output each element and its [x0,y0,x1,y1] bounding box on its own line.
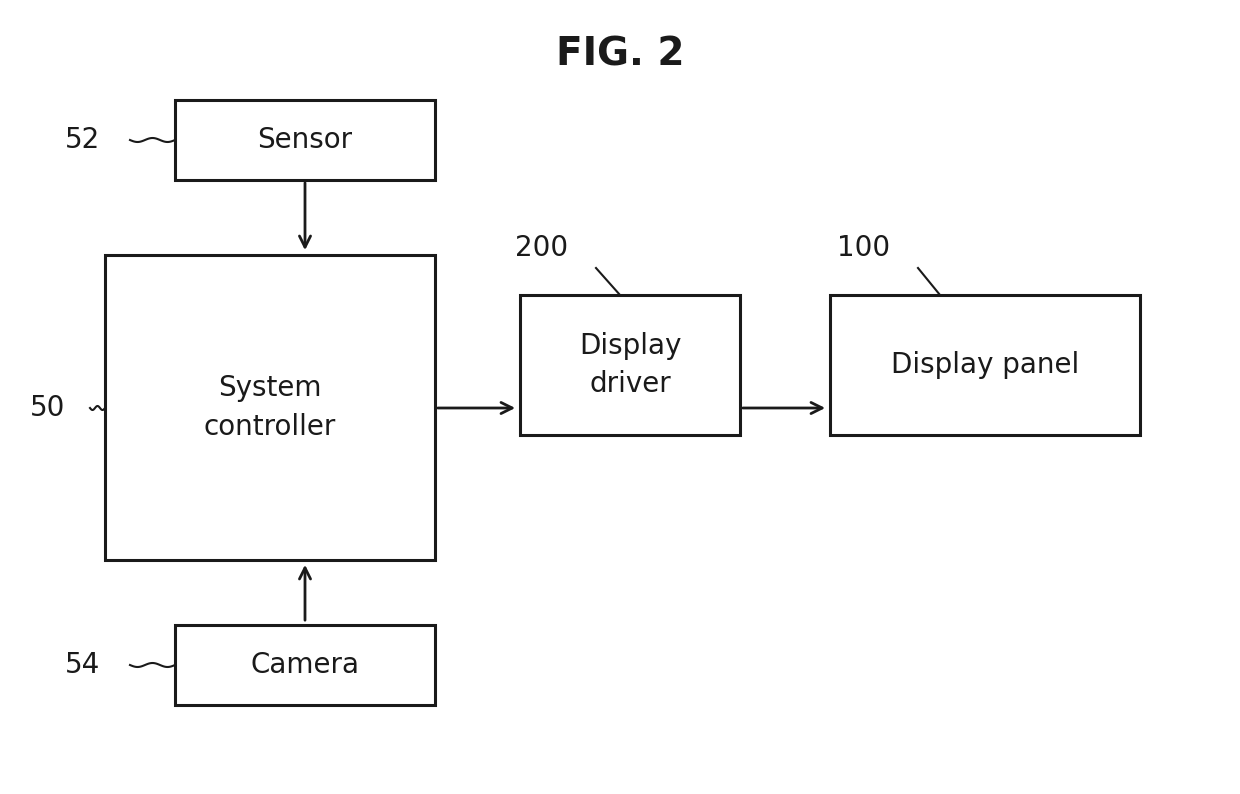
Text: FIG. 2: FIG. 2 [556,36,684,74]
Bar [175,625,435,705]
Text: Sensor: Sensor [258,126,352,154]
Bar [830,295,1140,435]
Text: Display
driver: Display driver [579,332,681,399]
Text: 52: 52 [64,126,100,154]
Text: 100: 100 [837,234,890,262]
Text: 54: 54 [64,651,100,679]
Bar [105,255,435,560]
Text: Camera: Camera [250,651,360,679]
Text: Display panel: Display panel [890,351,1079,379]
Text: 50: 50 [30,394,64,422]
Text: 200: 200 [515,234,568,262]
Bar [520,295,740,435]
Text: System
controller: System controller [203,374,336,441]
Bar [175,100,435,180]
